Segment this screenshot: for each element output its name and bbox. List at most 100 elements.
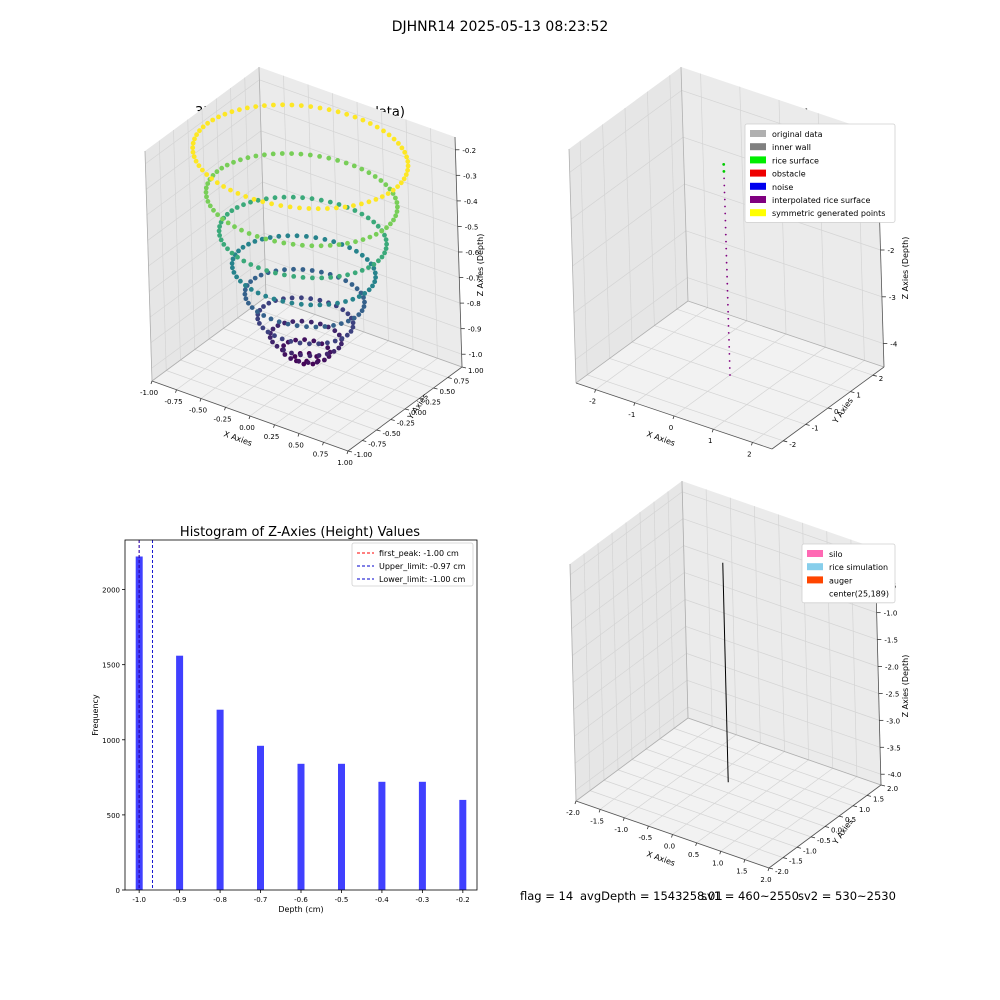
data-point (353, 239, 358, 245)
grid-line (645, 748, 840, 817)
x-tick-label: -1.0 (132, 896, 146, 904)
data-point (281, 343, 286, 349)
pane-edge (568, 148, 577, 384)
histogram-bar (418, 781, 426, 890)
data-point (361, 304, 367, 309)
pane-edge (687, 717, 882, 786)
y-tick-label: -0.25 (397, 420, 415, 428)
data-point (222, 111, 228, 117)
data-point (207, 203, 213, 209)
data-point (331, 239, 337, 245)
data-point (317, 297, 323, 303)
data-point (200, 124, 206, 130)
z-tick-label: -4.0 (888, 771, 902, 779)
classified-point (723, 184, 726, 187)
data-point (191, 154, 197, 160)
data-point (336, 332, 342, 338)
y-tick-label: 2000 (102, 587, 120, 595)
z-tick-label: -0.9 (468, 326, 482, 334)
legend-label: inner wall (772, 143, 811, 152)
x-tick (671, 834, 673, 838)
classified-point (723, 198, 726, 201)
grid-line (617, 769, 812, 838)
data-point (391, 217, 396, 223)
x-tick-label: 0.5 (688, 851, 699, 859)
data-point (308, 296, 314, 302)
z-tick-label: -2.5 (886, 690, 900, 698)
classified-point (726, 282, 729, 285)
classified-point (726, 275, 728, 278)
x-tick (594, 389, 596, 393)
data-point (306, 206, 312, 211)
data-point (372, 174, 378, 179)
grid-line (684, 599, 879, 667)
data-point (279, 151, 285, 156)
legend (744, 123, 896, 223)
data-point (272, 195, 278, 201)
data-point (190, 149, 196, 155)
x-tick-label: -0.75 (164, 398, 182, 406)
x-tick-label: 0 (669, 424, 673, 432)
y-tick (796, 846, 802, 849)
x-tick-label: -0.9 (173, 896, 187, 904)
data-point (360, 117, 366, 123)
x-tick-label: -0.3 (416, 896, 430, 904)
data-point (231, 159, 236, 165)
data-point (297, 340, 303, 346)
data-point (319, 269, 324, 275)
z-axis-label: Z Axies (Depth) (901, 655, 910, 718)
data-point (326, 155, 332, 161)
data-point (378, 178, 384, 183)
x-tick-label: -0.8 (213, 896, 227, 904)
data-point (345, 272, 350, 278)
y-axis-label: Frequency (91, 694, 100, 736)
data-point (251, 196, 257, 202)
data-point (405, 163, 411, 169)
y-tick (404, 408, 410, 411)
data-point (270, 151, 276, 157)
grid-line (575, 277, 688, 360)
data-point (248, 262, 254, 267)
histogram-bar (176, 655, 184, 890)
status-sv1: sv1 = 460~2550 (701, 889, 799, 903)
data-point (399, 145, 405, 151)
grid-line (673, 728, 868, 796)
grid-line (146, 130, 262, 216)
data-point (385, 191, 391, 197)
y-tick-label: -1.00 (354, 451, 372, 459)
grid-line (575, 706, 688, 791)
legend-label: interpolated rice surface (772, 196, 870, 205)
data-point (272, 238, 277, 244)
data-point (300, 275, 306, 280)
data-point (325, 206, 330, 211)
x-tick-label: -2.0 (566, 809, 580, 817)
classified-point (728, 353, 731, 355)
data-point (317, 321, 323, 327)
data-point (313, 324, 319, 330)
pane-edge (569, 563, 577, 802)
data-point (281, 347, 286, 353)
classified-point (726, 289, 729, 292)
data-point (394, 200, 400, 205)
x-tick-label: -0.7 (254, 896, 268, 904)
y-tick (447, 377, 452, 379)
data-point (358, 290, 364, 296)
data-point (374, 124, 380, 130)
histogram-bar (257, 745, 264, 890)
x-axis-label: X Axies (645, 429, 676, 448)
data-point (288, 356, 294, 361)
data-point (229, 208, 235, 214)
data-point (281, 240, 287, 246)
x-tick (175, 389, 177, 393)
x-tick-label: -0.2 (456, 896, 470, 904)
grid-line (587, 374, 784, 442)
data-point (307, 353, 313, 359)
data-point (238, 278, 243, 284)
data-point (354, 286, 360, 292)
legend-swatch (750, 143, 766, 151)
auger-line (722, 562, 729, 783)
grid-line (260, 130, 458, 202)
data-point (215, 212, 221, 218)
grid-line (180, 359, 377, 431)
data-point (325, 345, 331, 351)
